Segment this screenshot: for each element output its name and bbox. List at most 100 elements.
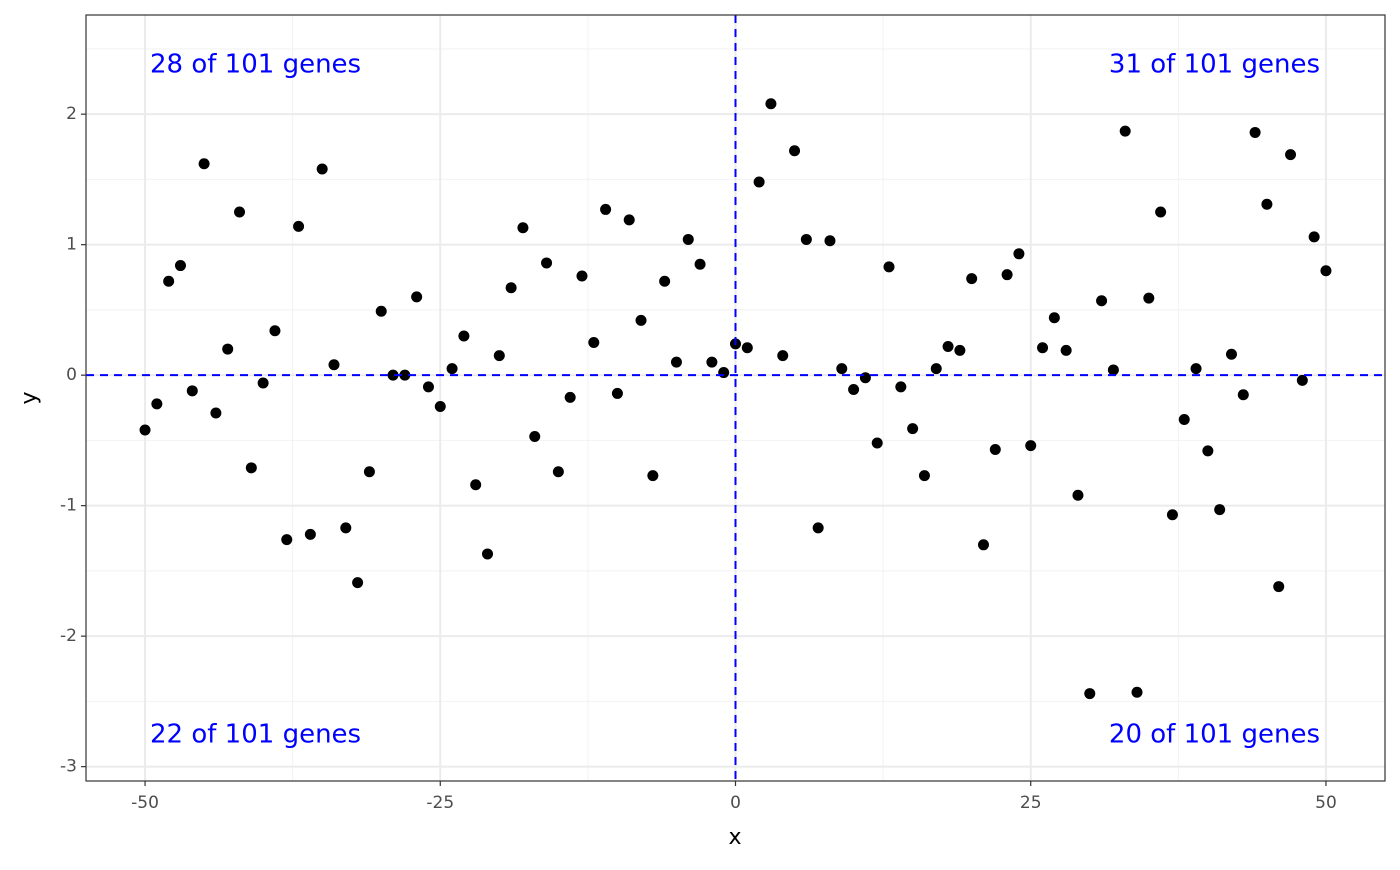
point bbox=[895, 381, 907, 393]
point bbox=[1143, 292, 1155, 304]
point bbox=[1178, 414, 1190, 426]
point bbox=[163, 275, 175, 287]
point bbox=[517, 222, 529, 234]
x-tick-label: 0 bbox=[730, 793, 741, 813]
point bbox=[304, 528, 316, 540]
y-tick-label: 2 bbox=[66, 104, 77, 124]
point bbox=[1025, 440, 1037, 452]
point bbox=[611, 387, 623, 399]
point bbox=[1237, 389, 1249, 401]
point bbox=[186, 385, 198, 397]
point bbox=[718, 367, 730, 379]
point bbox=[848, 384, 860, 396]
point bbox=[434, 400, 446, 412]
point bbox=[363, 466, 375, 478]
point bbox=[470, 479, 482, 491]
y-tick-label: -2 bbox=[60, 626, 77, 646]
point bbox=[777, 350, 789, 362]
point bbox=[836, 363, 848, 375]
annotation: 31 of 101 genes bbox=[1109, 50, 1320, 80]
point bbox=[352, 577, 364, 589]
point bbox=[399, 369, 411, 381]
annotation: 28 of 101 genes bbox=[150, 50, 361, 80]
point bbox=[741, 342, 753, 354]
point bbox=[340, 522, 352, 534]
point bbox=[387, 369, 399, 381]
point bbox=[1001, 269, 1013, 281]
point bbox=[694, 258, 706, 270]
point bbox=[411, 291, 423, 303]
point bbox=[989, 444, 1001, 456]
y-tick-label: 0 bbox=[66, 365, 77, 385]
point bbox=[1119, 125, 1131, 137]
point bbox=[234, 206, 246, 218]
point bbox=[670, 356, 682, 368]
point bbox=[954, 344, 966, 356]
point bbox=[659, 275, 671, 287]
point bbox=[257, 377, 269, 389]
point bbox=[635, 314, 647, 326]
point bbox=[883, 261, 895, 273]
point bbox=[600, 203, 612, 215]
x-tick-label: 25 bbox=[1020, 793, 1042, 813]
point bbox=[966, 273, 978, 285]
point bbox=[529, 430, 541, 442]
point bbox=[871, 437, 883, 449]
point bbox=[1261, 198, 1273, 210]
point bbox=[458, 330, 470, 342]
point bbox=[1308, 231, 1320, 243]
point bbox=[918, 470, 930, 482]
x-tick-label: -25 bbox=[426, 793, 454, 813]
panel-border bbox=[85, 14, 1386, 782]
point bbox=[281, 534, 293, 546]
point bbox=[1225, 348, 1237, 360]
point bbox=[422, 381, 434, 393]
point bbox=[682, 233, 694, 245]
point bbox=[1096, 295, 1108, 307]
point bbox=[1202, 445, 1214, 457]
point bbox=[293, 220, 305, 232]
point bbox=[1037, 342, 1049, 354]
point bbox=[1131, 686, 1143, 698]
point bbox=[1166, 509, 1178, 521]
point bbox=[812, 522, 824, 534]
point bbox=[493, 350, 505, 362]
point bbox=[706, 356, 718, 368]
x-tick-label: -50 bbox=[131, 793, 159, 813]
point bbox=[1320, 265, 1332, 277]
point bbox=[1013, 248, 1025, 260]
point bbox=[800, 233, 812, 245]
point bbox=[1285, 149, 1297, 161]
y-axis-title: y bbox=[17, 391, 42, 404]
point bbox=[930, 363, 942, 375]
point bbox=[564, 391, 576, 403]
point bbox=[1060, 344, 1072, 356]
x-tick-label: 50 bbox=[1315, 793, 1337, 813]
point bbox=[977, 539, 989, 551]
point bbox=[753, 176, 765, 188]
point bbox=[151, 398, 163, 410]
point bbox=[1190, 363, 1202, 375]
point bbox=[1214, 504, 1226, 516]
point bbox=[198, 158, 210, 170]
point bbox=[1048, 312, 1060, 324]
y-tick-label: -3 bbox=[60, 757, 77, 777]
point bbox=[1084, 688, 1096, 700]
point bbox=[210, 407, 222, 419]
point bbox=[446, 363, 458, 375]
point bbox=[482, 548, 494, 560]
point bbox=[1072, 489, 1084, 501]
point bbox=[789, 145, 801, 157]
point bbox=[552, 466, 564, 478]
point bbox=[505, 282, 517, 294]
point bbox=[1273, 581, 1285, 593]
point bbox=[859, 372, 871, 384]
point bbox=[765, 98, 777, 110]
point bbox=[139, 424, 151, 436]
point bbox=[1155, 206, 1167, 218]
point bbox=[623, 214, 635, 226]
point bbox=[647, 470, 659, 482]
point bbox=[1107, 364, 1119, 376]
point bbox=[588, 337, 600, 349]
